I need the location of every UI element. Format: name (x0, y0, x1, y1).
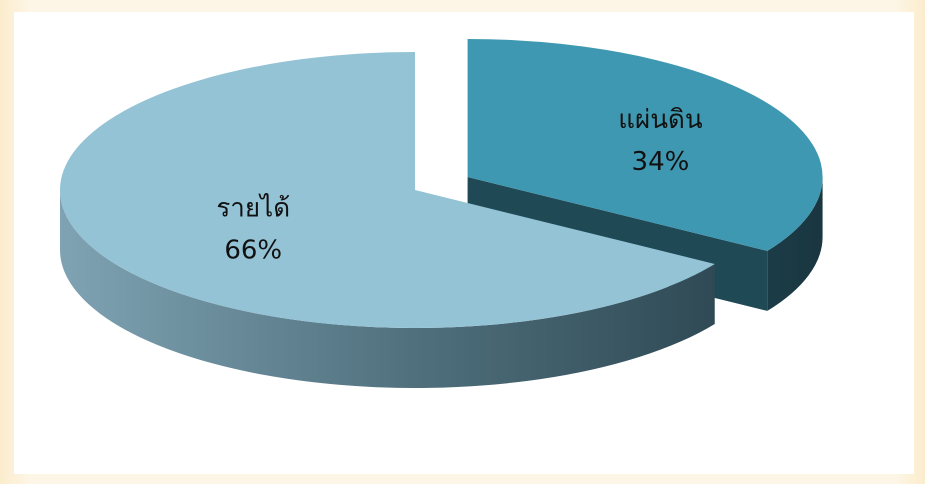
slice-top-1 (59, 52, 715, 328)
slice-side-0 (767, 176, 823, 311)
slice-value-land: 34% (632, 147, 690, 177)
slice-top-0 (467, 38, 823, 251)
slice-label-income: รายได้ (216, 193, 290, 224)
slice-value-income: 66% (224, 236, 282, 266)
slice-side-1 (60, 190, 715, 388)
slice-label-land: แผ่นดิน (618, 105, 703, 135)
